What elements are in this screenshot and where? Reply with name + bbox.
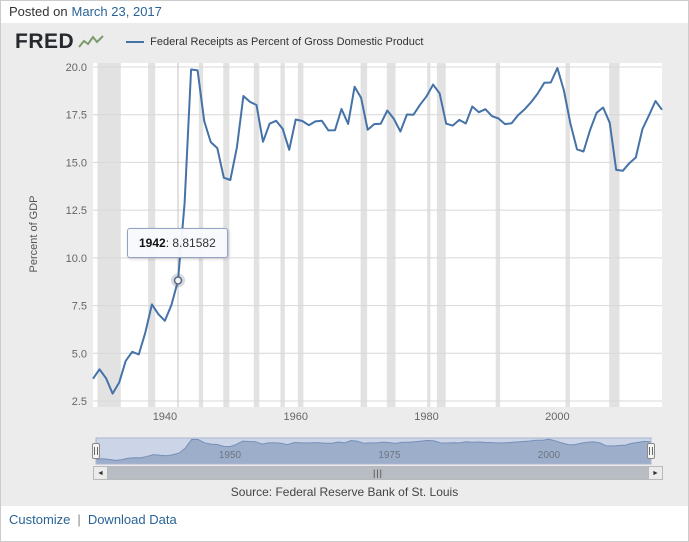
y-tick-label: 20.0 (66, 62, 87, 74)
footer-links: Customize | Download Data (9, 512, 177, 527)
fred-logo-chart-icon (78, 35, 104, 48)
y-tick-label: 2.5 (72, 396, 87, 408)
scrollbar-grip-icon: ||| (372, 467, 383, 478)
tooltip-year: 1942 (139, 236, 166, 250)
legend-line-sample (126, 41, 145, 43)
navigator-left-handle[interactable] (92, 443, 100, 459)
main-chart[interactable]: Percent of GDP 2.5 5.0 7.5 10.0 12.5 15.0 17.5… (1, 23, 688, 506)
y-tick-label: 7.5 (72, 301, 87, 313)
left-arrow-icon: ◄ (97, 469, 104, 477)
scrollbar-thumb[interactable]: ||| (108, 467, 648, 479)
legend-label: Federal Receipts as Percent of Gross Dom… (150, 36, 424, 48)
y-tick-label: 17.5 (66, 110, 87, 122)
y-tick-label: 10.0 (66, 253, 87, 265)
navigator-right-handle[interactable] (647, 443, 655, 459)
recession-band (97, 63, 121, 407)
posted-date-link[interactable]: March 23, 2017 (71, 4, 162, 19)
navigator-series-area (95, 438, 652, 465)
recession-band (280, 63, 285, 407)
recession-band (297, 63, 304, 407)
navigator-label: 1975 (378, 450, 401, 461)
navigator-mask[interactable] (95, 437, 652, 465)
x-tick-label: 1980 (414, 411, 438, 423)
x-tick-label: 1940 (153, 411, 177, 423)
right-arrow-icon: ► (652, 469, 659, 477)
customize-link[interactable]: Customize (9, 512, 71, 527)
chart-widget: FRED Federal Receipts as Percent of Gros… (1, 23, 688, 506)
scrollbar-right-arrow[interactable]: ► (648, 467, 662, 479)
download-data-link[interactable]: Download Data (87, 512, 177, 527)
navigator-label: 1950 (219, 450, 242, 461)
x-tick-label: 2000 (545, 411, 569, 423)
recession-band (360, 63, 368, 407)
tooltip-separator: : (165, 236, 173, 250)
y-tick-label: 12.5 (66, 205, 87, 217)
posted-prefix: Posted on (9, 4, 68, 19)
chart-header: FRED Federal Receipts as Percent of Gros… (15, 30, 423, 54)
tooltip-value: 8.81582 (172, 236, 216, 250)
recession-band (565, 63, 570, 407)
recession-band (253, 63, 260, 407)
source-note: Source: Federal Reserve Bank of St. Loui… (230, 485, 459, 499)
y-tick-label: 5.0 (72, 348, 87, 360)
y-tick-label: 15.0 (66, 157, 87, 169)
fred-logo[interactable]: FRED (15, 30, 75, 53)
recession-band (427, 63, 431, 407)
x-tick-label: 1960 (284, 411, 308, 423)
point-marker[interactable] (173, 276, 183, 285)
recession-band (609, 63, 620, 407)
recession-band (495, 63, 501, 407)
series-line[interactable] (92, 67, 663, 395)
scrollbar[interactable]: ◄ ||| ► (93, 466, 663, 480)
recession-band (386, 63, 396, 407)
posted-row: Posted on March 23, 2017 (9, 4, 162, 19)
y-axis-title: Percent of GDP (28, 195, 40, 272)
navigator-label: 2000 (538, 450, 561, 461)
recession-band (436, 63, 446, 407)
chart-tooltip: 1942: 8.81582 (127, 228, 228, 258)
footer-separator: | (77, 512, 81, 527)
chart-legend[interactable]: Federal Receipts as Percent of Gross Dom… (126, 36, 423, 48)
scrollbar-left-arrow[interactable]: ◄ (94, 467, 108, 479)
